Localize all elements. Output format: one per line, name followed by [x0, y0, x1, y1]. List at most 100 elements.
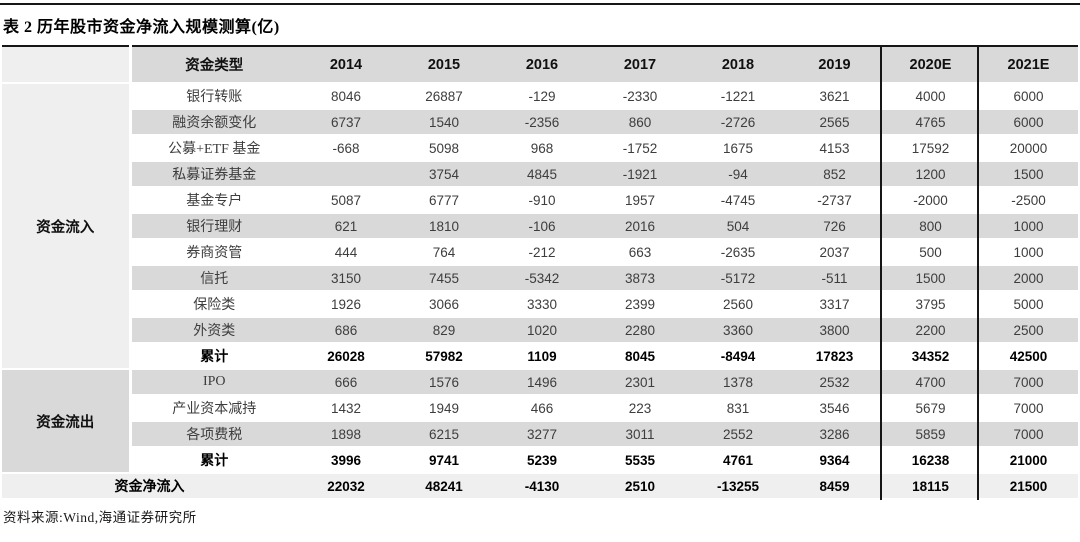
top-rule — [0, 3, 1080, 5]
value-cell: 22032 — [297, 473, 395, 500]
value-cell: 6737 — [297, 109, 395, 136]
value-cell: 1500 — [882, 265, 979, 292]
row-label-cell: 公募+ETF 基金 — [130, 135, 297, 162]
year-header-cell: 2021E — [979, 46, 1078, 84]
value-cell: 5535 — [591, 447, 689, 474]
group-label-cell: 资金流出 — [2, 369, 132, 474]
value-cell: 764 — [395, 239, 493, 266]
value-cell: 16238 — [882, 447, 979, 474]
value-cell: 7000 — [979, 421, 1078, 448]
value-cell: 3011 — [591, 421, 689, 448]
corner-header-cell — [2, 46, 132, 84]
row-label-cell: 信托 — [130, 265, 297, 292]
value-cell: 3330 — [493, 291, 591, 318]
value-cell: -4130 — [493, 473, 591, 500]
row-label-cell: 各项费税 — [130, 421, 297, 448]
value-cell: 3800 — [787, 317, 882, 344]
value-cell: 6215 — [395, 421, 493, 448]
table-row: 资金流入 银行转账 8046 26887 -129 -2330 -1221 3621 4000 6… — [2, 83, 1078, 370]
value-cell: -5342 — [493, 265, 591, 292]
value-cell: 26028 — [297, 343, 395, 370]
table-row: 融资余额变化 6737 1540 -2356 860 -2726 2565 4765 6000 — [2, 109, 1078, 136]
table-row: 保险类 1926 3066 3330 2399 2560 3317 3795 5000 — [2, 291, 1078, 318]
value-cell: 5087 — [297, 187, 395, 214]
value-cell: 831 — [689, 395, 787, 422]
value-cell: 3277 — [493, 421, 591, 448]
table-body: 资金流入 银行转账 8046 26887 -129 -2330 -1221 3621 4000 6… — [2, 83, 1078, 500]
value-cell: 6777 — [395, 187, 493, 214]
table-row: 信托 3150 7455 -5342 3873 -5172 -511 1500 2000 — [2, 265, 1078, 292]
value-cell: 2552 — [689, 421, 787, 448]
value-cell: 21000 — [979, 447, 1078, 474]
value-cell: -910 — [493, 187, 591, 214]
value-cell: 4000 — [882, 83, 979, 110]
year-header-cell: 2016 — [493, 46, 591, 84]
table-row: 银行理财 621 1810 -106 2016 504 726 800 1000 — [2, 213, 1078, 240]
row-label-cell: 券商资管 — [130, 239, 297, 266]
value-cell: 2532 — [787, 369, 882, 396]
value-cell: -8494 — [689, 343, 787, 370]
value-cell: 18115 — [882, 473, 979, 500]
capital-flow-table: 资金类型 2014 2015 2016 2017 2018 2019 2020E 2021E 资… — [2, 45, 1078, 500]
table-row: 私募证券基金 3754 4845 -1921 -94 852 1200 1500 — [2, 161, 1078, 188]
row-label-cell: 外资类 — [130, 317, 297, 344]
value-cell: 5679 — [882, 395, 979, 422]
year-header-cell: 2020E — [882, 46, 979, 84]
value-cell: 2399 — [591, 291, 689, 318]
value-cell: 504 — [689, 213, 787, 240]
value-cell: 2000 — [979, 265, 1078, 292]
table-row: 基金专户 5087 6777 -910 1957 -4745 -2737 -2000 -2500 — [2, 187, 1078, 214]
table-row: 累计 26028 57982 1109 8045 -8494 17823 34352 42500 — [2, 343, 1078, 370]
value-cell: 1957 — [591, 187, 689, 214]
value-cell: -2726 — [689, 109, 787, 136]
column-divider-2021e — [977, 45, 979, 500]
value-cell: 1020 — [493, 317, 591, 344]
value-cell: -668 — [297, 135, 395, 162]
row-label-cell: 累计 — [130, 343, 297, 370]
value-cell: -1921 — [591, 161, 689, 188]
value-cell: 3066 — [395, 291, 493, 318]
table-row: 外资类 686 829 1020 2280 3360 3800 2200 2500 — [2, 317, 1078, 344]
value-cell: 8046 — [297, 83, 395, 110]
value-cell: 3754 — [395, 161, 493, 188]
value-cell: 9741 — [395, 447, 493, 474]
value-cell: 3150 — [297, 265, 395, 292]
value-cell: -511 — [787, 265, 882, 292]
value-cell: 2280 — [591, 317, 689, 344]
value-cell: 500 — [882, 239, 979, 266]
value-cell: 5239 — [493, 447, 591, 474]
value-cell: 34352 — [882, 343, 979, 370]
column-divider-2020e — [880, 45, 882, 500]
value-cell: 5098 — [395, 135, 493, 162]
value-cell: 57982 — [395, 343, 493, 370]
value-cell: 3996 — [297, 447, 395, 474]
value-cell: 1576 — [395, 369, 493, 396]
value-cell: 2037 — [787, 239, 882, 266]
source-note: 资料来源:Wind,海通证券研究所 — [3, 510, 197, 525]
value-cell: 48241 — [395, 473, 493, 500]
value-cell: 1675 — [689, 135, 787, 162]
value-cell: -2635 — [689, 239, 787, 266]
value-cell: 829 — [395, 317, 493, 344]
table-header-row: 资金类型 2014 2015 2016 2017 2018 2019 2020E 2021E — [2, 46, 1078, 84]
value-cell: 20000 — [979, 135, 1078, 162]
value-cell: 852 — [787, 161, 882, 188]
value-cell: 663 — [591, 239, 689, 266]
year-header-cell: 2015 — [395, 46, 493, 84]
value-cell: -2330 — [591, 83, 689, 110]
value-cell: 800 — [882, 213, 979, 240]
value-cell: -1752 — [591, 135, 689, 162]
row-label-cell: 银行转账 — [130, 83, 297, 110]
value-cell: -5172 — [689, 265, 787, 292]
value-cell: 1540 — [395, 109, 493, 136]
value-cell: 7455 — [395, 265, 493, 292]
value-cell: 3286 — [787, 421, 882, 448]
value-cell: -212 — [493, 239, 591, 266]
value-cell: 1432 — [297, 395, 395, 422]
value-cell: 1496 — [493, 369, 591, 396]
value-cell: 860 — [591, 109, 689, 136]
table-title: 表 2 历年股市资金净流入规模测算(亿) — [3, 19, 280, 36]
value-cell: 4761 — [689, 447, 787, 474]
value-cell: 466 — [493, 395, 591, 422]
year-header-cell: 2017 — [591, 46, 689, 84]
